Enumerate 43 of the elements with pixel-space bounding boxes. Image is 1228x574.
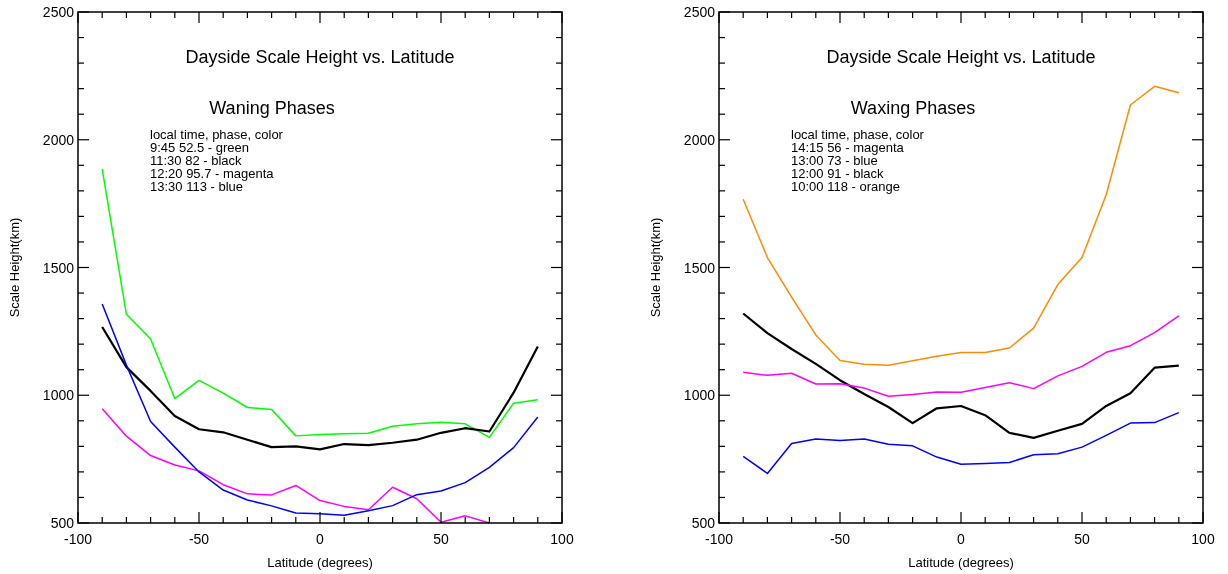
line-series — [742, 315, 1180, 398]
y-tick-label: 1000 — [683, 387, 716, 404]
line-series — [101, 168, 539, 439]
x-tick-label: -50 — [829, 531, 851, 547]
y-tick-label: 500 — [691, 515, 716, 531]
annotation: 13:30 113 - blue — [150, 179, 243, 194]
line-series — [742, 411, 1180, 475]
text: Waxing Phases — [850, 98, 976, 118]
annotation: 10:00 118 - orange — [791, 179, 900, 194]
x-tick-label: 100 — [1191, 531, 1215, 547]
y-tick-label: 2000 — [683, 131, 716, 148]
y-tick-label: 2000 — [42, 131, 75, 148]
x-tick-label: 50 — [1074, 531, 1090, 547]
y-tick-label: 1500 — [42, 259, 75, 276]
y-tick-label: 1000 — [42, 387, 75, 404]
annotation: 12:20 95.7 - magenta — [150, 166, 275, 181]
line-series — [742, 312, 1180, 440]
x-tick-label: -100 — [63, 531, 93, 547]
y-tick-label: 500 — [50, 515, 75, 531]
y-tick-label: 1500 — [683, 259, 716, 276]
y-axis-title: Scale Height(km) — [7, 217, 22, 318]
text: Dayside Scale Height vs. Latitude — [826, 47, 1096, 67]
x-tick-label: -50 — [188, 531, 210, 547]
annotation: 12:00 91 - black — [791, 166, 884, 181]
line-series — [101, 325, 539, 451]
annotation: 13:00 73 - blue — [791, 153, 878, 168]
x-axis-title: Latitude (degrees) — [267, 555, 373, 570]
text: Dayside Scale Height vs. Latitude — [185, 47, 455, 67]
y-tick-label: 2500 — [42, 4, 75, 20]
y-tick-label: 2500 — [683, 4, 716, 20]
text: Waning Phases — [209, 98, 335, 118]
line-series — [101, 303, 539, 517]
line-series — [742, 85, 1180, 367]
y-axis-title: Scale Height(km) — [648, 217, 663, 318]
x-tick-label: -100 — [704, 531, 734, 547]
annotation: local time, phase, color — [150, 127, 284, 142]
x-axis-title: Latitude (degrees) — [908, 555, 1014, 570]
x-tick-label: 100 — [550, 531, 574, 547]
x-tick-label: 0 — [957, 531, 966, 547]
x-tick-label: 0 — [316, 531, 325, 547]
annotation: local time, phase, color — [791, 127, 925, 142]
annotation: 11:30 82 - black — [150, 153, 243, 168]
x-tick-label: 50 — [433, 531, 449, 547]
